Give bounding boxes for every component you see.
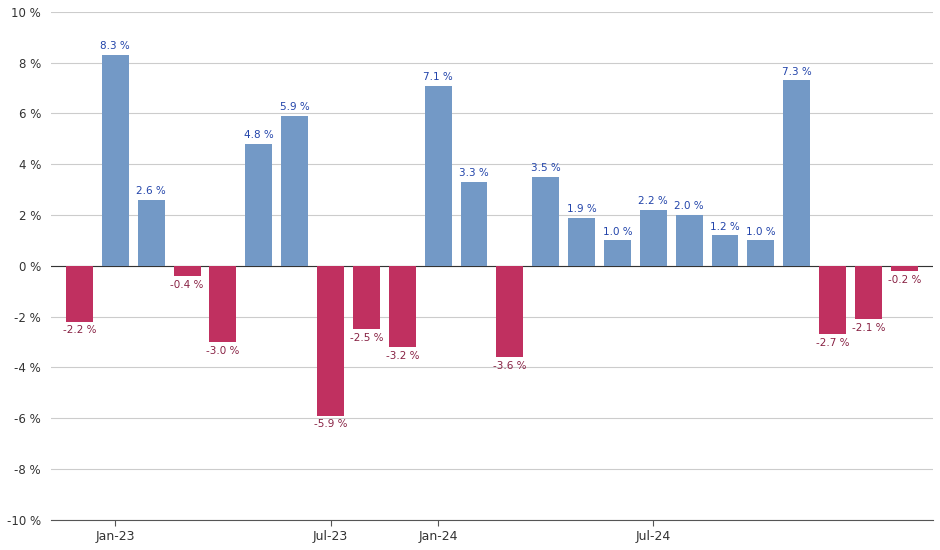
Text: -0.4 %: -0.4 % <box>170 280 204 290</box>
Text: 7.3 %: 7.3 % <box>782 67 811 76</box>
Bar <box>819 266 846 334</box>
Text: -2.5 %: -2.5 % <box>350 333 384 343</box>
Bar <box>210 266 236 342</box>
Bar <box>138 200 164 266</box>
Text: -2.1 %: -2.1 % <box>852 323 885 333</box>
Text: 5.9 %: 5.9 % <box>280 102 309 112</box>
Bar <box>174 266 200 276</box>
Bar <box>783 80 810 266</box>
Bar <box>568 218 595 266</box>
Bar <box>496 266 524 357</box>
Bar <box>604 240 631 266</box>
Bar <box>425 86 451 266</box>
Bar <box>891 266 917 271</box>
Text: 8.3 %: 8.3 % <box>101 41 131 51</box>
Bar <box>245 144 273 266</box>
Bar <box>712 235 739 266</box>
Text: -3.2 %: -3.2 % <box>385 351 419 361</box>
Text: 1.0 %: 1.0 % <box>746 227 775 236</box>
Text: -2.7 %: -2.7 % <box>816 338 850 348</box>
Bar <box>102 55 129 266</box>
Bar <box>855 266 882 319</box>
Text: 2.2 %: 2.2 % <box>638 196 668 206</box>
Text: 4.8 %: 4.8 % <box>244 130 274 140</box>
Text: 2.6 %: 2.6 % <box>136 186 166 196</box>
Bar <box>747 240 775 266</box>
Bar <box>352 266 380 329</box>
Text: -2.2 %: -2.2 % <box>63 326 96 336</box>
Text: 1.2 %: 1.2 % <box>710 222 740 232</box>
Text: -0.2 %: -0.2 % <box>887 274 921 285</box>
Text: -5.9 %: -5.9 % <box>314 419 347 430</box>
Text: 2.0 %: 2.0 % <box>674 201 704 211</box>
Text: 3.5 %: 3.5 % <box>531 163 560 173</box>
Bar <box>66 266 93 322</box>
Bar <box>461 182 488 266</box>
Bar <box>317 266 344 416</box>
Text: 7.1 %: 7.1 % <box>423 72 453 82</box>
Text: -3.6 %: -3.6 % <box>494 361 526 371</box>
Text: 3.3 %: 3.3 % <box>459 168 489 178</box>
Bar <box>281 116 308 266</box>
Text: 1.0 %: 1.0 % <box>603 227 633 236</box>
Text: -3.0 %: -3.0 % <box>206 346 240 356</box>
Bar <box>676 215 702 266</box>
Bar <box>640 210 666 266</box>
Bar <box>389 266 415 347</box>
Text: 1.9 %: 1.9 % <box>567 204 597 214</box>
Bar <box>532 177 559 266</box>
